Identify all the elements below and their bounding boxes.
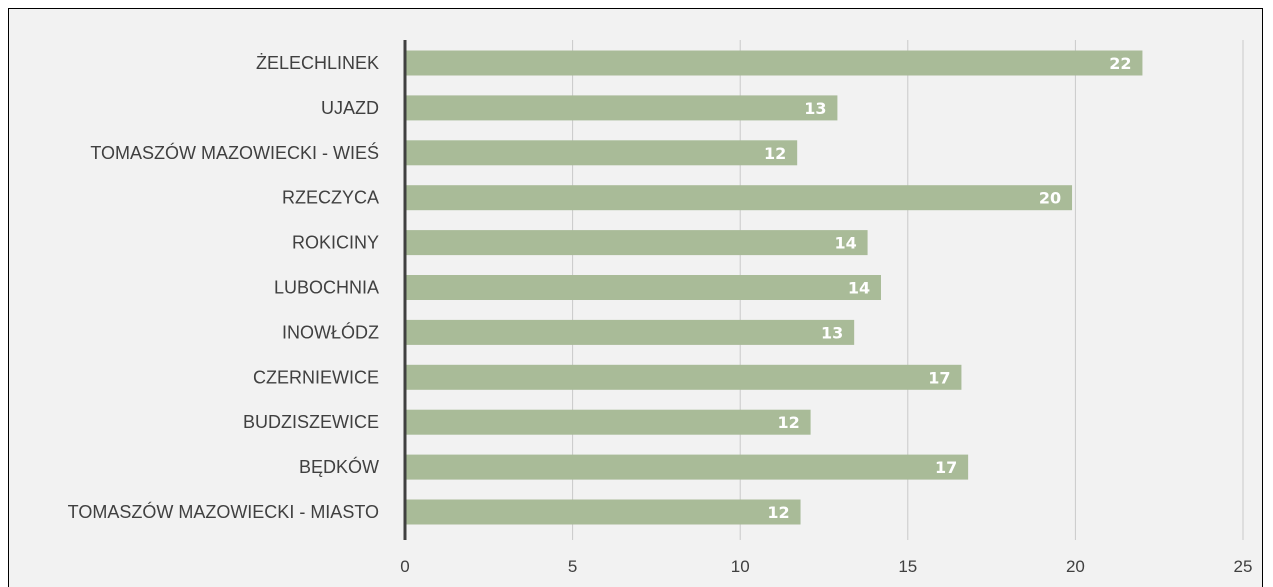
category-label: TOMASZÓW MAZOWIECKI - MIASTO xyxy=(68,501,379,522)
bar xyxy=(405,364,962,390)
data-labels: 22 13 12 20 14 14 13 17 12 17 12 xyxy=(764,54,1132,522)
category-label: ROKICINY xyxy=(292,233,379,253)
bar xyxy=(405,409,811,435)
data-label: 12 xyxy=(777,413,799,432)
category-label: BĘDKÓW xyxy=(299,456,379,477)
bar xyxy=(405,499,801,525)
bar xyxy=(405,319,855,345)
data-label: 12 xyxy=(767,503,789,522)
category-label: LUBOCHNIA xyxy=(274,278,379,298)
category-label: RZECZYCA xyxy=(282,188,379,208)
data-label: 22 xyxy=(1109,54,1131,73)
bar xyxy=(405,230,868,256)
bar xyxy=(405,95,838,121)
data-label: 13 xyxy=(821,323,843,342)
x-tick-label: 20 xyxy=(1066,557,1085,576)
category-label: UJAZD xyxy=(321,98,379,118)
x-tick-label: 0 xyxy=(400,557,409,576)
category-label: BUDZISZEWICE xyxy=(243,412,379,432)
category-label: INOWŁÓDZ xyxy=(282,321,379,342)
bar xyxy=(405,50,1143,76)
data-label: 14 xyxy=(834,234,856,253)
data-label: 20 xyxy=(1039,189,1061,208)
x-tick-label: 15 xyxy=(898,557,917,576)
data-label: 14 xyxy=(848,279,870,298)
bar xyxy=(405,454,969,480)
data-label: 13 xyxy=(804,99,826,118)
bar xyxy=(405,185,1073,211)
bar xyxy=(405,275,881,300)
bar xyxy=(405,140,798,166)
category-label: TOMASZÓW MAZOWIECKI - WIEŚ xyxy=(90,142,379,163)
x-tick-label: 25 xyxy=(1234,557,1253,576)
data-label: 17 xyxy=(935,458,957,477)
data-label: 17 xyxy=(928,368,950,387)
bars xyxy=(405,50,1143,525)
x-tick-label: 5 xyxy=(568,557,577,576)
category-label: CZERNIEWICE xyxy=(253,367,379,387)
x-axis-tick-labels: 0 5 10 15 20 25 xyxy=(400,557,1252,576)
data-label: 12 xyxy=(764,144,786,163)
x-tick-label: 10 xyxy=(731,557,750,576)
category-labels: ŻELECHLINEK UJAZD TOMASZÓW MAZOWIECKI - WI… xyxy=(68,53,379,522)
category-label: ŻELECHLINEK xyxy=(256,53,379,73)
